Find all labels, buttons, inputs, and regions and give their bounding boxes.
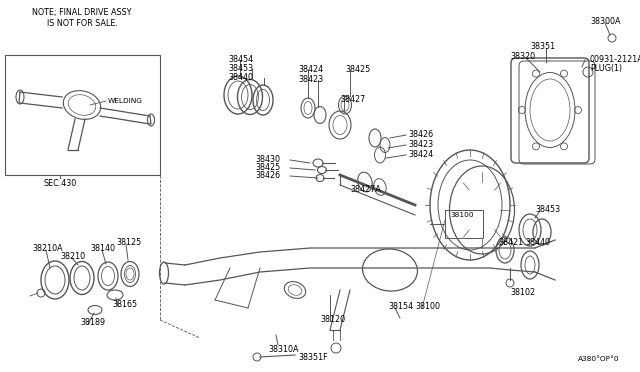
Text: 38454: 38454 (228, 55, 253, 64)
Text: NOTE; FINAL DRIVE ASSY: NOTE; FINAL DRIVE ASSY (32, 8, 132, 17)
Text: IS NOT FOR SALE.: IS NOT FOR SALE. (47, 19, 117, 28)
Text: 38310A: 38310A (268, 345, 298, 354)
Text: 38100: 38100 (415, 302, 440, 311)
Text: 38165: 38165 (112, 300, 137, 309)
Text: WELDING: WELDING (108, 98, 143, 104)
Text: 38425: 38425 (255, 163, 280, 172)
Text: 00931-2121A: 00931-2121A (590, 55, 640, 64)
Bar (5, 55, 160, 175)
Text: 38125: 38125 (116, 238, 141, 247)
Text: 38427A: 38427A (350, 185, 381, 194)
Text: 38453: 38453 (228, 64, 253, 73)
Text: 38424: 38424 (298, 65, 323, 74)
Text: 38425: 38425 (345, 65, 371, 74)
Text: A380°OP°0: A380°OP°0 (579, 356, 620, 362)
Text: 38351F: 38351F (298, 353, 328, 362)
Text: 38440: 38440 (228, 73, 253, 82)
Text: 38430: 38430 (255, 155, 280, 164)
Text: 38140: 38140 (90, 244, 115, 253)
Text: 38189: 38189 (80, 318, 105, 327)
Text: 38426: 38426 (255, 171, 280, 180)
Text: 38440: 38440 (525, 238, 550, 247)
Text: 38421: 38421 (498, 238, 523, 247)
Text: 38427: 38427 (340, 95, 365, 104)
Text: 38426: 38426 (408, 130, 433, 139)
Text: 38154: 38154 (388, 302, 413, 311)
Text: 38351: 38351 (530, 42, 555, 51)
Text: 38120: 38120 (320, 315, 345, 324)
Text: 38424: 38424 (408, 150, 433, 159)
Text: PLUG(1): PLUG(1) (590, 64, 622, 73)
Text: SEC.430: SEC.430 (44, 179, 77, 188)
Text: 38210: 38210 (60, 252, 85, 261)
Text: 38423: 38423 (298, 75, 323, 84)
Text: 38102: 38102 (510, 288, 535, 297)
Text: 38100: 38100 (450, 212, 474, 218)
Text: 38453: 38453 (535, 205, 560, 214)
Text: 38210A: 38210A (32, 244, 63, 253)
Text: 38300A: 38300A (590, 17, 621, 26)
Text: 38320: 38320 (510, 52, 535, 61)
Text: 38423: 38423 (408, 140, 433, 149)
Bar (445, 210, 483, 238)
